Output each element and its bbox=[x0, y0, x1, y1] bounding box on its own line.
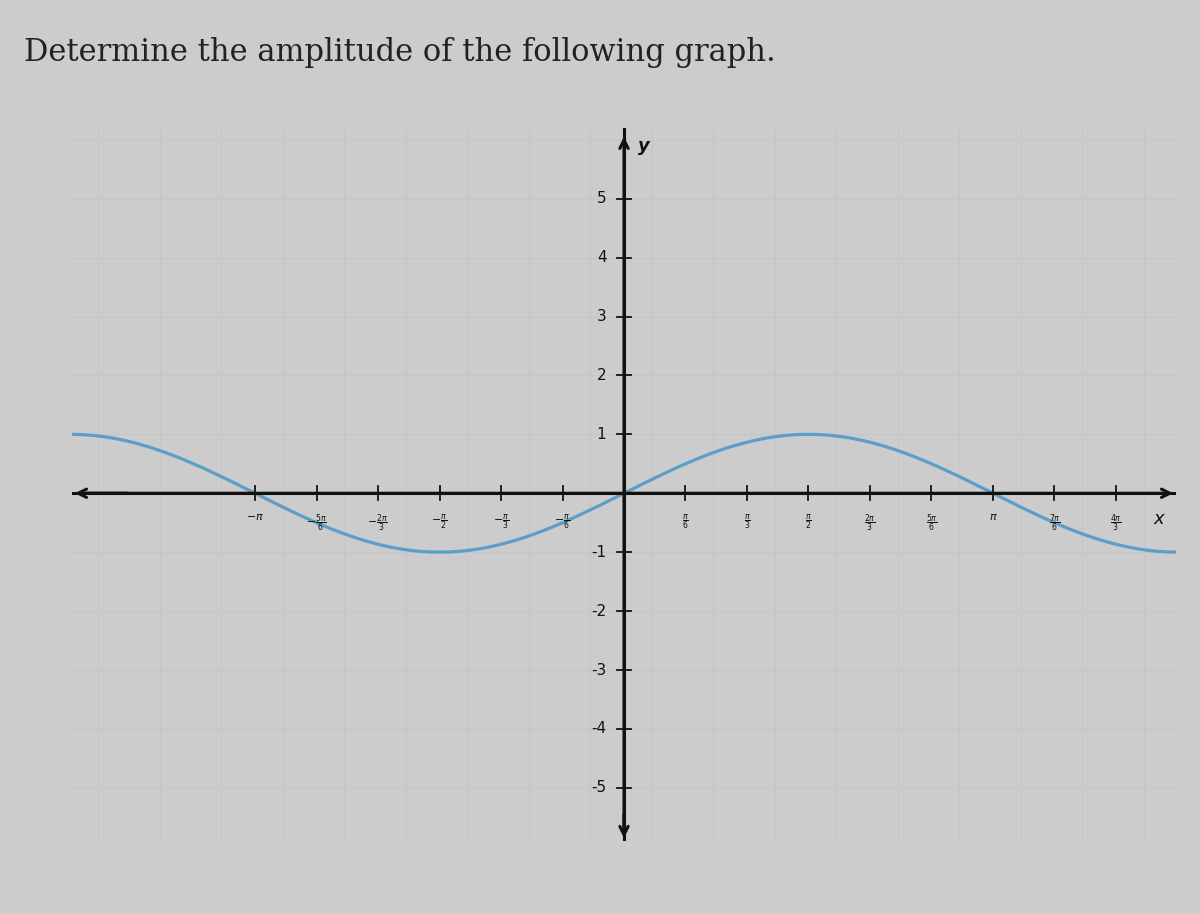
Text: -1: -1 bbox=[592, 545, 606, 559]
Text: $-\pi$: $-\pi$ bbox=[246, 512, 264, 522]
Text: 5: 5 bbox=[596, 191, 606, 207]
Text: $-\frac{5\pi}{6}$: $-\frac{5\pi}{6}$ bbox=[306, 512, 328, 534]
Text: 4: 4 bbox=[596, 250, 606, 265]
Text: $-\frac{\pi}{2}$: $-\frac{\pi}{2}$ bbox=[431, 512, 448, 531]
Text: x: x bbox=[1153, 510, 1164, 527]
Text: 1: 1 bbox=[596, 427, 606, 441]
Text: $-\frac{\pi}{6}$: $-\frac{\pi}{6}$ bbox=[554, 512, 571, 531]
Text: $\frac{5\pi}{6}$: $\frac{5\pi}{6}$ bbox=[925, 512, 937, 534]
Text: Determine the amplitude of the following graph.: Determine the amplitude of the following… bbox=[24, 37, 775, 68]
Text: -4: -4 bbox=[592, 721, 606, 737]
Text: $\frac{\pi}{6}$: $\frac{\pi}{6}$ bbox=[682, 512, 689, 531]
Text: $-\frac{2\pi}{3}$: $-\frac{2\pi}{3}$ bbox=[367, 512, 389, 534]
Text: $\frac{\pi}{2}$: $\frac{\pi}{2}$ bbox=[805, 512, 812, 531]
Text: 3: 3 bbox=[596, 309, 606, 324]
Text: -2: -2 bbox=[592, 603, 606, 619]
Text: $\frac{2\pi}{3}$: $\frac{2\pi}{3}$ bbox=[864, 512, 876, 534]
Text: -3: -3 bbox=[592, 663, 606, 677]
Text: $\frac{4\pi}{3}$: $\frac{4\pi}{3}$ bbox=[1110, 512, 1122, 534]
Text: y: y bbox=[638, 137, 650, 154]
Text: 2: 2 bbox=[596, 368, 606, 383]
Text: -5: -5 bbox=[592, 781, 606, 795]
Text: $\pi$: $\pi$ bbox=[989, 512, 997, 522]
Text: $-\frac{\pi}{3}$: $-\frac{\pi}{3}$ bbox=[493, 512, 509, 531]
Text: $\frac{7\pi}{6}$: $\frac{7\pi}{6}$ bbox=[1049, 512, 1061, 534]
Text: $\frac{\pi}{3}$: $\frac{\pi}{3}$ bbox=[744, 512, 750, 531]
